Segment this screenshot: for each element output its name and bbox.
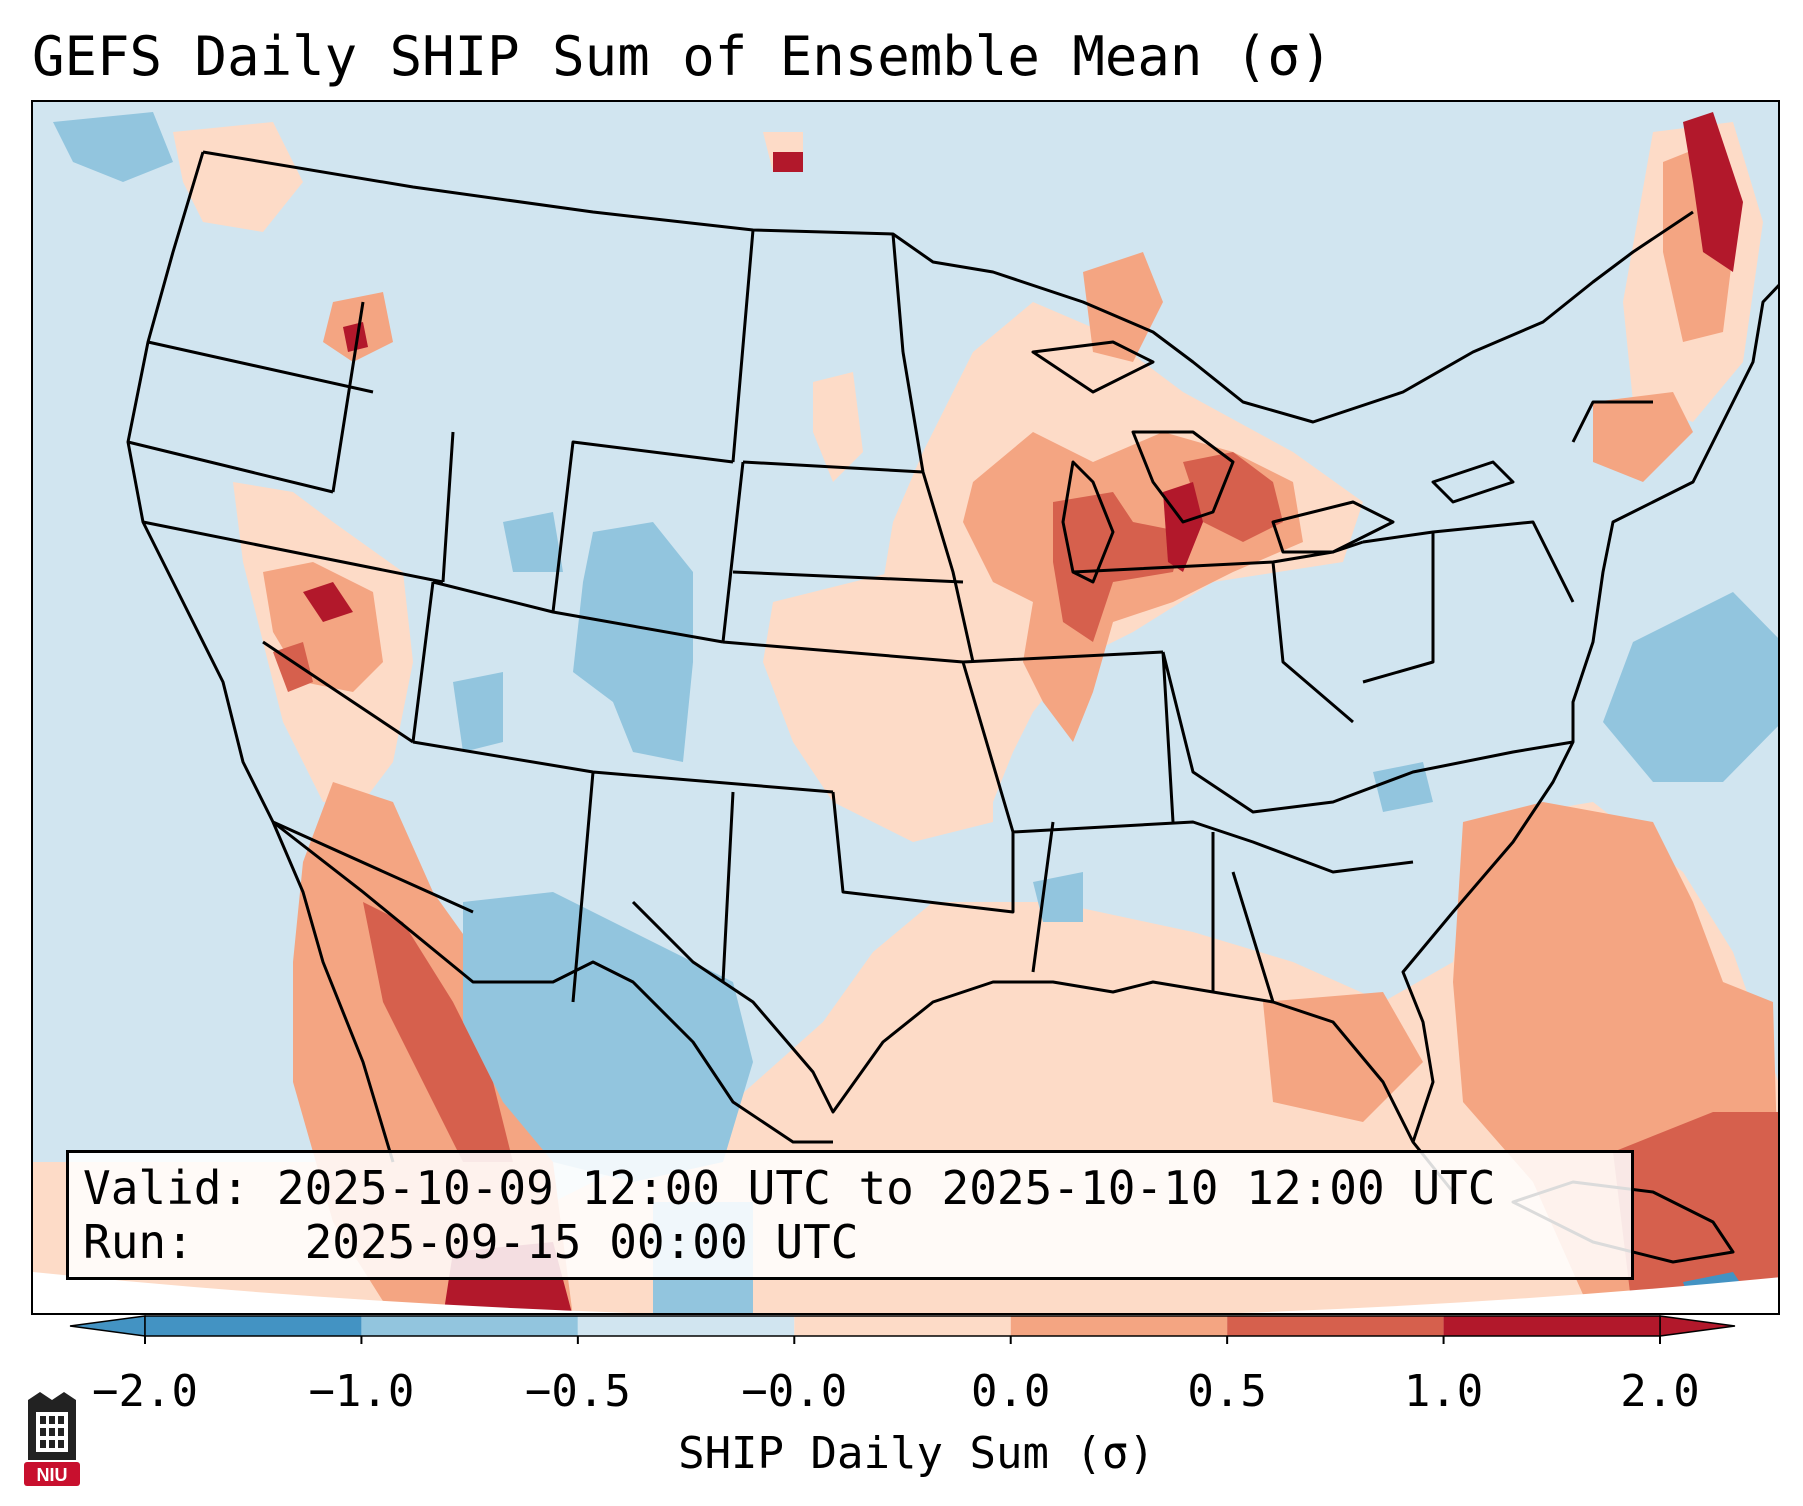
niu-logo: NIU — [24, 1392, 80, 1486]
colorbar-segment — [794, 1316, 1011, 1336]
colorbar-segment — [361, 1316, 578, 1336]
run-label: Run: — [83, 1215, 194, 1269]
east-coast — [1401, 284, 1778, 1143]
map-canvas — [33, 112, 1778, 1313]
gulf-coast — [631, 900, 1455, 1193]
map-panel — [31, 100, 1780, 1315]
projection-edge — [33, 1272, 1778, 1313]
great-lakes — [1031, 340, 1515, 584]
colorbar-tick-label: 0.5 — [1187, 1366, 1267, 1417]
valid-line: Valid: 2025-10-09 12:00 UTC to 2025-10-1… — [83, 1161, 1617, 1215]
colorbar-segment — [1443, 1316, 1660, 1336]
map-title: GEFS Daily SHIP Sum of Ensemble Mean (σ) — [32, 25, 1333, 88]
colorbar-segment — [1227, 1316, 1444, 1336]
colorbar — [69, 1315, 1736, 1344]
state-lines — [127, 229, 1653, 1003]
colorbar-tick-label: −1.0 — [308, 1366, 415, 1417]
colorbar-tick-label: 1.0 — [1403, 1366, 1484, 1417]
colorbar-label: SHIP Daily Sum (σ) — [678, 1428, 1155, 1479]
colorbar-tick-label: 2.0 — [1620, 1366, 1700, 1417]
colorbar-frame — [144, 1315, 1661, 1337]
valid-value: 2025-10-09 12:00 UTC to 2025-10-10 12:00… — [276, 1161, 1496, 1215]
niu-logo-badge — [24, 1462, 80, 1486]
run-line: Run: 2025-09-15 00:00 UTC — [83, 1215, 1617, 1269]
colorbar-tick-label: 0.0 — [970, 1366, 1051, 1417]
colorbar-tick-label: −0.5 — [524, 1366, 631, 1417]
colorbar-extend-low — [69, 1315, 146, 1337]
colorbar-segment — [577, 1316, 795, 1336]
run-value: 2025-09-15 00:00 UTC — [304, 1215, 859, 1269]
canada-border — [202, 150, 1694, 424]
mexico-border — [272, 820, 833, 1144]
valid-run-info-box: Valid: 2025-10-09 12:00 UTC to 2025-10-1… — [66, 1150, 1634, 1280]
colorbar-tick-label: −2.0 — [92, 1366, 198, 1417]
colorbar-segments — [69, 1315, 1736, 1344]
colorbar-segment — [1010, 1316, 1228, 1336]
positive-anomaly-regions — [33, 112, 1778, 1313]
colorbar-tick-label: −0.0 — [741, 1366, 848, 1417]
colorbar-segment — [145, 1316, 362, 1336]
colorbar-extend-high — [1659, 1315, 1736, 1337]
niu-logo-text: NIU — [37, 1465, 68, 1485]
valid-label: Valid: — [83, 1161, 250, 1215]
